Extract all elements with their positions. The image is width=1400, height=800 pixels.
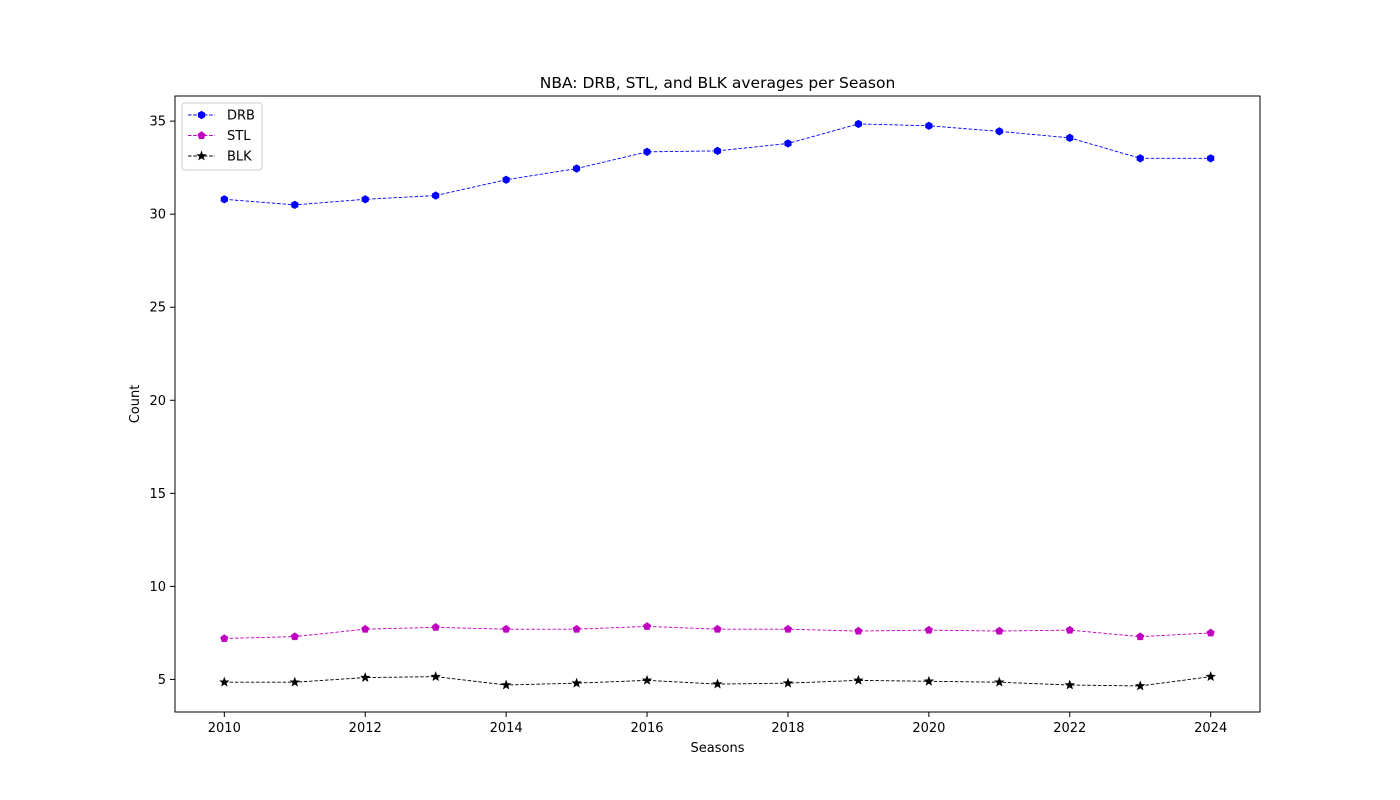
- legend-marker: [197, 110, 206, 120]
- data-point-blk: [430, 671, 441, 682]
- data-point-stl: [713, 624, 722, 633]
- data-point-blk: [500, 679, 512, 690]
- data-point-blk: [853, 674, 864, 685]
- x-axis-label: Seasons: [691, 741, 745, 756]
- data-point-stl: [995, 626, 1004, 635]
- data-point-drb: [995, 127, 1003, 136]
- data-point-stl: [572, 624, 581, 633]
- data-point-stl: [1206, 628, 1215, 637]
- y-tick-label: 30: [149, 208, 166, 223]
- x-tick-label: 2012: [349, 721, 382, 736]
- data-point-stl: [431, 623, 440, 631]
- data-point-drb: [220, 195, 228, 204]
- series-line-drb: [224, 123, 1211, 206]
- data-point-drb: [713, 146, 722, 156]
- data-point-drb: [502, 175, 510, 184]
- legend-item-stl: STL: [188, 129, 251, 144]
- legend-label: DRB: [227, 109, 255, 124]
- plot-frame: [174, 95, 1261, 713]
- y-axis: 5 10 15 20 25 30 35: [149, 115, 175, 688]
- data-point-drb: [925, 121, 933, 130]
- data-point-drb: [1207, 154, 1215, 163]
- x-tick-label: 2016: [630, 721, 663, 736]
- legend-item-blk: BLK: [188, 150, 252, 165]
- x-tick-label: 2010: [208, 721, 241, 736]
- x-axis: 2010 2012 2014 2016 2018 2020 2022 2024: [208, 712, 1227, 736]
- data-point-stl: [290, 632, 299, 641]
- data-point-stl: [1136, 632, 1145, 641]
- data-point-stl: [220, 634, 229, 642]
- data-point-stl: [854, 626, 863, 635]
- x-tick-label: 2022: [1053, 721, 1086, 736]
- x-tick-label: 2014: [490, 721, 523, 736]
- data-point-blk: [1064, 679, 1075, 690]
- data-point-stl: [924, 625, 933, 634]
- data-point-stl: [361, 624, 370, 633]
- legend-marker: [197, 131, 206, 139]
- data-point-blk: [219, 676, 230, 687]
- y-tick-label: 20: [149, 394, 166, 409]
- legend-label: BLK: [227, 150, 252, 165]
- data-point-blk: [712, 678, 723, 689]
- series-drb: [220, 119, 1215, 210]
- y-tick-label: 5: [158, 673, 166, 688]
- chart-title: NBA: DRB, STL, and BLK averages per Seas…: [540, 74, 896, 92]
- data-point-stl: [783, 624, 793, 633]
- data-point-drb: [432, 191, 440, 200]
- y-tick-label: 25: [149, 301, 166, 316]
- legend-marker: [196, 150, 207, 161]
- data-point-drb: [784, 139, 792, 148]
- data-point-blk: [994, 676, 1005, 687]
- data-point-blk: [571, 677, 582, 688]
- data-point-drb: [1066, 133, 1074, 143]
- data-point-drb: [1136, 154, 1144, 163]
- y-tick-label: 15: [149, 487, 166, 502]
- x-tick-label: 2020: [912, 721, 945, 736]
- x-tick-label: 2024: [1194, 721, 1227, 736]
- data-point-blk: [782, 677, 794, 688]
- series-stl: [220, 622, 1215, 642]
- data-point-drb: [854, 119, 862, 129]
- data-point-drb: [643, 147, 651, 156]
- legend-label: STL: [227, 129, 251, 144]
- data-point-blk: [641, 674, 653, 685]
- data-point-blk: [1135, 680, 1146, 691]
- legend-item-drb: DRB: [188, 109, 255, 124]
- data-point-blk: [289, 676, 300, 687]
- data-point-blk: [1205, 671, 1216, 682]
- data-point-stl: [1065, 625, 1074, 634]
- y-axis-label: Count: [128, 385, 143, 424]
- data-point-stl: [642, 622, 652, 630]
- data-point-blk: [923, 675, 935, 686]
- y-tick-label: 10: [149, 580, 166, 595]
- data-point-drb: [573, 164, 581, 173]
- series-layer: [219, 119, 1216, 691]
- series-blk: [219, 671, 1216, 691]
- y-tick-label: 35: [149, 115, 166, 130]
- data-point-drb: [291, 200, 299, 210]
- x-tick-label: 2018: [771, 721, 804, 736]
- data-point-blk: [360, 672, 371, 682]
- data-point-drb: [361, 195, 369, 204]
- data-point-stl: [502, 624, 511, 633]
- legend: DRB STL BLK: [181, 102, 263, 171]
